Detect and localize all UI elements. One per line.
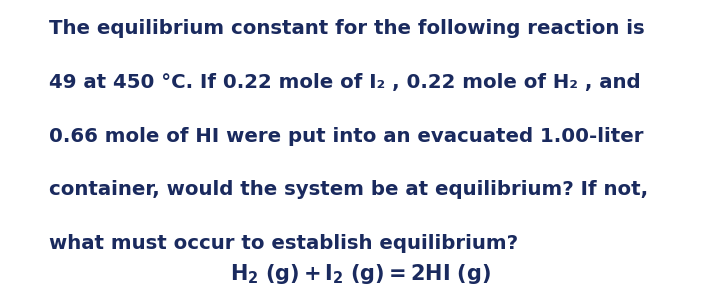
Text: container, would the system be at equilibrium? If not,: container, would the system be at equili… bbox=[49, 180, 648, 199]
Text: 49 at 450 °C. If 0.22 mole of I₂ , 0.22 mole of H₂ , and: 49 at 450 °C. If 0.22 mole of I₂ , 0.22 … bbox=[49, 73, 641, 92]
Text: $\mathbf{H_2\ (g) + I_2\ (g) = 2HI\ (g)}$: $\mathbf{H_2\ (g) + I_2\ (g) = 2HI\ (g)}… bbox=[230, 262, 490, 286]
Text: 0.66 mole of HI were put into an evacuated 1.00-liter: 0.66 mole of HI were put into an evacuat… bbox=[49, 127, 644, 146]
Text: what must occur to establish equilibrium?: what must occur to establish equilibrium… bbox=[49, 234, 518, 253]
Text: The equilibrium constant for the following reaction is: The equilibrium constant for the followi… bbox=[49, 19, 644, 38]
